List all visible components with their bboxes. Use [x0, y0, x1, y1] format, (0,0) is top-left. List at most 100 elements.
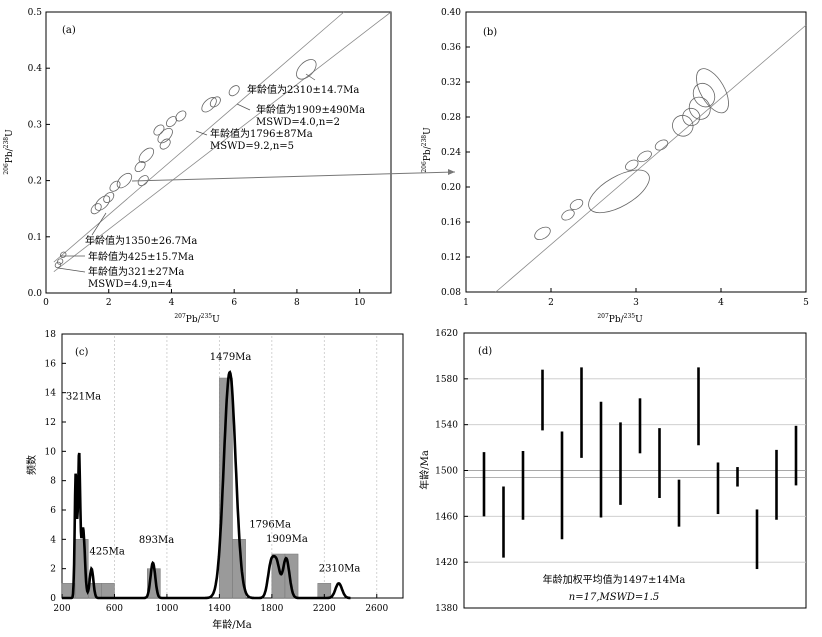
- error-ellipse: [94, 195, 111, 211]
- error-ellipse: [534, 226, 551, 240]
- y-tick-label: 1500: [435, 467, 458, 477]
- y-tick-label: 10: [45, 447, 57, 457]
- x-tick-label: 2600: [365, 604, 388, 614]
- y-tick-label: 0.1: [28, 233, 42, 243]
- annotation-text: MSWD=9.2,n=5: [210, 141, 294, 152]
- annotation-text: 年龄值为2310±14.7Ma: [247, 83, 359, 96]
- y-tick-label: 0.0: [28, 289, 43, 299]
- error-ellipse: [201, 97, 217, 113]
- y-tick-label: 0.4: [28, 64, 43, 74]
- annotation-pointer: [305, 73, 316, 81]
- y-tick-label: 0.2: [28, 177, 42, 187]
- x-tick-label: 2: [106, 298, 112, 308]
- panel-c-xlabel: 年龄/Ma: [212, 618, 252, 631]
- panel-c-label: (c): [75, 347, 89, 358]
- error-ellipse: [137, 175, 149, 187]
- peak-label: 321Ma: [66, 391, 101, 402]
- y-tick-label: 0.28: [441, 113, 461, 123]
- annotation-pointer: [236, 103, 251, 111]
- error-ellipse: [90, 203, 102, 215]
- annotation-text: 年龄值为1350±26.7Ma: [85, 234, 197, 247]
- error-ellipse: [60, 251, 67, 258]
- error-ellipse: [692, 82, 716, 108]
- annotation-text: 年龄值为321±27Ma: [88, 265, 184, 278]
- panel-b-label: (b): [483, 27, 497, 38]
- y-tick-label: 12: [45, 418, 56, 428]
- annotation-text: MSWD=4.9,n=4: [88, 279, 172, 290]
- error-ellipse: [625, 159, 639, 171]
- annotation-pointer: [91, 212, 107, 236]
- y-tick-label: 0.3: [28, 120, 43, 130]
- panel-b-xlabel: 207Pb/235U: [597, 313, 643, 325]
- y-tick-label: 4: [50, 535, 56, 545]
- error-ellipse: [153, 124, 165, 136]
- panel-c-histogram: (c) 200 600 1000 1400 1800 2200 2600 0 2 4 6 8 10 12 1…: [25, 330, 404, 631]
- error-ellipse: [54, 261, 62, 269]
- peak-label: 1796Ma: [249, 519, 291, 530]
- error-ellipse: [109, 180, 121, 192]
- error-ellipse: [175, 110, 187, 122]
- connector-arrowhead: [448, 169, 455, 175]
- error-ellipse: [696, 68, 729, 114]
- discordia-line: [53, 11, 392, 272]
- y-tick-label: 1540: [435, 421, 458, 431]
- error-ellipse: [103, 191, 115, 203]
- error-ellipse: [157, 127, 173, 144]
- panel-d-weighted-mean: (d) 1380 1420 1460 1500 1540 1580 1620 年龄加权平均值…: [418, 329, 807, 614]
- panel-a-xlabel: 207Pb/235U: [174, 313, 220, 325]
- error-ellipse: [637, 150, 652, 163]
- panel-a-label: (a): [62, 25, 76, 36]
- x-tick-label: 4: [718, 298, 724, 308]
- discordia-line: [495, 24, 807, 293]
- error-ellipse: [588, 169, 650, 214]
- y-tick-label: 0.5: [28, 8, 43, 18]
- error-ellipse: [56, 258, 64, 265]
- annotation-text: MSWD=4.0,n=2: [256, 117, 340, 128]
- annotation-text: 年龄值为1909±490Ma: [256, 103, 365, 116]
- histogram-bar: [101, 583, 115, 599]
- x-tick-label: 1000: [155, 604, 178, 614]
- error-ellipse: [209, 96, 221, 108]
- x-tick-label: 1400: [208, 604, 231, 614]
- y-tick-label: 14: [45, 389, 57, 399]
- x-tick-label: 8: [294, 298, 300, 308]
- error-ellipse: [228, 85, 240, 97]
- x-tick-label: 3: [633, 298, 639, 308]
- x-tick-label: 1: [463, 298, 469, 308]
- y-tick-label: 6: [50, 506, 56, 516]
- panel-b-frame: [465, 11, 807, 293]
- y-tick-label: 0.08: [441, 288, 461, 298]
- y-tick-label: 0.36: [441, 43, 461, 53]
- peak-label: 2310Ma: [319, 563, 361, 574]
- x-tick-label: 2200: [313, 604, 336, 614]
- y-tick-label: 18: [45, 330, 57, 340]
- y-tick-label: 0.16: [441, 218, 461, 228]
- y-tick-label: 0.12: [441, 253, 461, 263]
- peak-label: 1479Ma: [210, 352, 252, 363]
- panel-c-ylabel: 频数: [25, 455, 38, 475]
- panel-b-concordia: (b) 1 2 3 4 50.080.120.160.200.240.280.320.3…: [0, 0, 809, 325]
- panel-a-frame: [45, 11, 392, 294]
- error-ellipse: [561, 209, 575, 221]
- error-ellipse: [116, 172, 133, 189]
- panel-d-annotation-stats: n=17,MSWD=1.5: [569, 592, 659, 603]
- y-tick-label: 0.32: [441, 78, 461, 88]
- y-tick-label: 0.20: [441, 183, 461, 193]
- panel-b-ylabel: 206Pb/238U: [421, 127, 433, 173]
- error-ellipse: [682, 107, 701, 127]
- x-tick-label: 2: [548, 298, 554, 308]
- x-tick-label: 5: [803, 298, 809, 308]
- panel-d-annotation: 年龄加权平均值为1497±14Ma: [543, 573, 686, 586]
- discordia-line: [53, 11, 345, 263]
- annotation-text: 年龄值为425±15.7Ma: [88, 250, 194, 263]
- y-tick-label: 1620: [435, 329, 458, 339]
- x-tick-label: 0: [43, 298, 49, 308]
- panel-d-label: (d): [478, 346, 492, 357]
- x-tick-label: 1800: [260, 604, 283, 614]
- x-tick-label: 600: [106, 604, 123, 614]
- y-tick-label: 0: [50, 594, 56, 604]
- x-tick-label: 10: [354, 298, 366, 308]
- y-tick-label: 0.40: [441, 8, 461, 18]
